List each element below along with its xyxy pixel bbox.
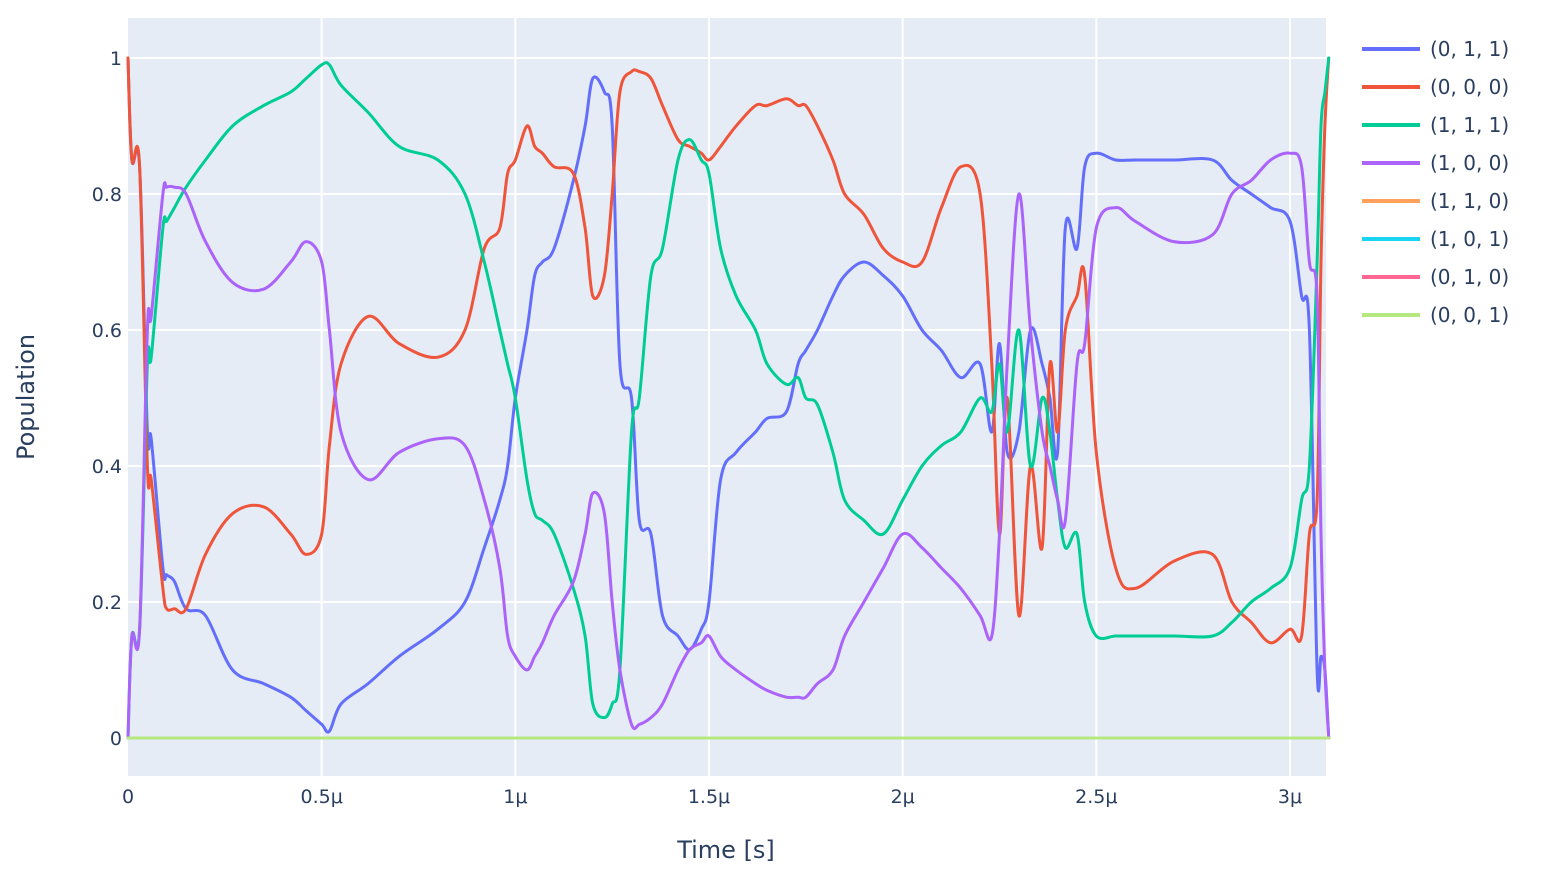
series-line-100 bbox=[126, 151, 1331, 740]
legend-label: (1, 0, 0) bbox=[1430, 151, 1509, 175]
x-axis-title: Time [s] bbox=[676, 836, 775, 864]
y-tick-label: 1 bbox=[110, 48, 122, 70]
y-axis-title: Population bbox=[12, 334, 40, 460]
legend-label: (0, 1, 0) bbox=[1430, 265, 1509, 289]
y-tick-labels: 0 0.2 0.4 0.6 0.8 1 bbox=[92, 48, 122, 750]
legend-item-111[interactable]: (1, 1, 1) bbox=[1362, 113, 1509, 137]
legend-item-011[interactable]: (0, 1, 1) bbox=[1362, 37, 1509, 61]
x-tick-label: 0 bbox=[122, 786, 134, 808]
series-line-011 bbox=[126, 56, 1331, 740]
legend-item-001[interactable]: (0, 0, 1) bbox=[1362, 303, 1509, 327]
y-tick-label: 0 bbox=[110, 728, 122, 750]
y-tick-label: 0.8 bbox=[92, 184, 122, 206]
series-line-000 bbox=[126, 56, 1331, 645]
plot-background bbox=[128, 18, 1326, 776]
legend-item-000[interactable]: (0, 0, 0) bbox=[1362, 75, 1509, 99]
x-tick-label: 1.5μ bbox=[688, 786, 730, 808]
legend-label: (0, 1, 1) bbox=[1430, 37, 1509, 61]
legend-item-101[interactable]: (1, 0, 1) bbox=[1362, 227, 1509, 251]
series-line-111 bbox=[126, 56, 1331, 740]
legend-item-010[interactable]: (0, 1, 0) bbox=[1362, 265, 1509, 289]
y-tick-label: 0.2 bbox=[92, 592, 122, 614]
y-tick-label: 0.4 bbox=[92, 456, 122, 478]
x-tick-label: 2.5μ bbox=[1075, 786, 1117, 808]
legend[interactable]: (0, 1, 1) (0, 0, 0) (1, 1, 1) (1, 0, 0) (1, … bbox=[1362, 37, 1509, 327]
x-tick-label: 3μ bbox=[1278, 786, 1302, 808]
legend-label: (1, 0, 1) bbox=[1430, 227, 1509, 251]
legend-label: (1, 1, 0) bbox=[1430, 189, 1509, 213]
legend-label: (0, 0, 1) bbox=[1430, 303, 1509, 327]
x-tick-label: 2μ bbox=[891, 786, 915, 808]
x-tick-labels: 0 0.5μ 1μ 1.5μ 2μ 2.5μ 3μ bbox=[122, 786, 1302, 808]
legend-label: (1, 1, 1) bbox=[1430, 113, 1509, 137]
series-lines bbox=[126, 56, 1331, 740]
legend-label: (0, 0, 0) bbox=[1430, 75, 1509, 99]
x-tick-label: 0.5μ bbox=[301, 786, 343, 808]
y-tick-label: 0.6 bbox=[92, 320, 122, 342]
legend-item-100[interactable]: (1, 0, 0) bbox=[1362, 151, 1509, 175]
legend-item-110[interactable]: (1, 1, 0) bbox=[1362, 189, 1509, 213]
x-tick-label: 1μ bbox=[503, 786, 527, 808]
